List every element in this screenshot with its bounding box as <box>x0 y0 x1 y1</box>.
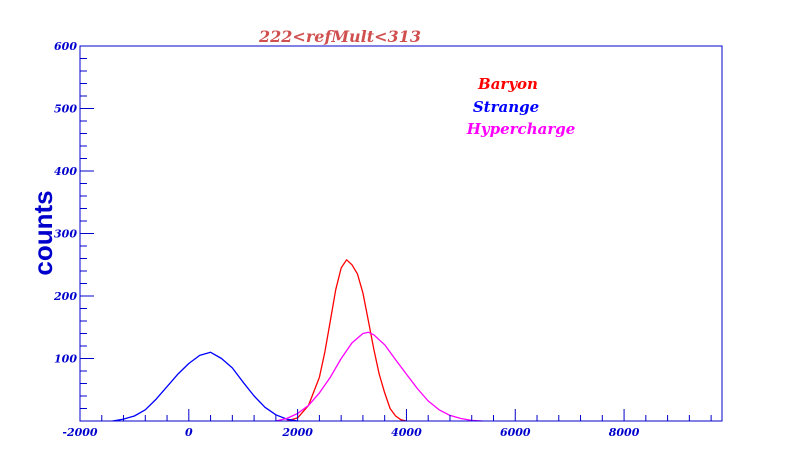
x-axis-ticks <box>79 409 712 421</box>
y-tick-label: 200 <box>53 290 77 303</box>
x-axis-tick-labels: -2000 0 2000 4000 6000 8000 <box>62 426 639 439</box>
series-layer <box>112 259 483 422</box>
y-axis-tick-labels: 100 200 300 400 500 600 <box>53 40 77 366</box>
y-tick-label: 600 <box>54 40 77 53</box>
y-tick-label: 400 <box>54 165 77 178</box>
x-tick-label: 4000 <box>391 426 422 439</box>
y-tick-label: 300 <box>54 228 77 241</box>
chart-title: 222<refMult<313 <box>258 27 421 46</box>
series-line-baryon <box>286 259 407 422</box>
series-line-strange <box>112 351 298 422</box>
legend-entry-strange: Strange <box>473 98 539 116</box>
x-tick-label: 8000 <box>609 426 640 439</box>
legend-entry-baryon: Baryon <box>477 75 538 93</box>
legend-entry-hypercharge: Hypercharge <box>466 120 576 138</box>
y-axis-label: counts <box>28 190 58 275</box>
y-axis-ticks <box>80 45 94 422</box>
y-tick-label: 500 <box>54 103 77 116</box>
legend: Baryon Strange Hypercharge <box>466 75 576 138</box>
y-tick-label: 100 <box>54 353 77 366</box>
x-tick-label: 2000 <box>281 426 313 439</box>
x-tick-label: -2000 <box>62 426 98 439</box>
x-tick-label: 0 <box>185 426 193 439</box>
x-tick-label: 6000 <box>500 426 531 439</box>
series-line-hypercharge <box>275 331 483 422</box>
